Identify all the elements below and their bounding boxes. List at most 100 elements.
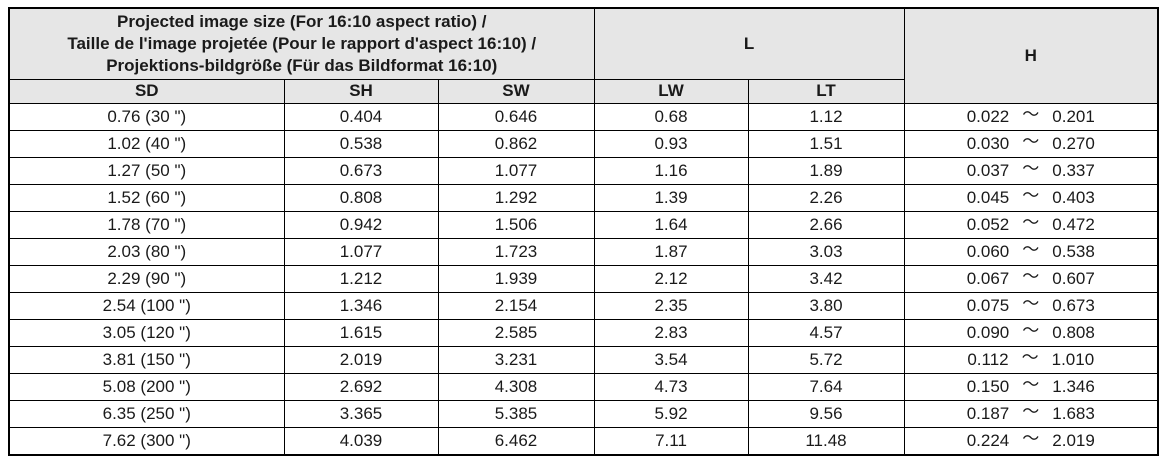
h-max-value: 0.673 [1052, 295, 1095, 315]
h-min-value: 0.037 [966, 160, 1010, 180]
cell-sh: 2.019 [283, 345, 439, 374]
h-range: 0.067 ～ 0.607 [966, 266, 1095, 291]
cell-sh: 3.365 [283, 399, 439, 428]
cell-lw: 3.54 [593, 345, 749, 374]
cell-lt: 1.12 [747, 102, 905, 131]
table-header: Projected image size (For 16:10 aspect r… [8, 7, 1159, 104]
cell-lw: 0.93 [593, 129, 749, 158]
cell-sd: 1.52 (60 ") [8, 183, 285, 212]
tilde-symbol: ～ [1022, 428, 1040, 448]
cell-lt: 7.64 [747, 372, 905, 401]
group-header-row: Projected image size (For 16:10 aspect r… [8, 7, 1159, 104]
cell-sd: 1.02 (40 ") [8, 129, 285, 158]
table-row: 1.02 (40 ") 0.538 0.862 0.93 1.51 0.030 … [8, 129, 1159, 158]
cell-sw: 6.462 [437, 426, 595, 455]
table-row: 5.08 (200 ") 2.692 4.308 4.73 7.64 0.150… [8, 372, 1159, 401]
tilde-symbol: ～ [1022, 212, 1040, 232]
header-line-english: Projected image size (For 16:10 aspect r… [117, 11, 487, 31]
h-max-value: 0.538 [1052, 241, 1095, 261]
cell-sd: 1.27 (50 ") [8, 156, 285, 185]
cell-sd: 2.29 (90 ") [8, 264, 285, 293]
h-min-value: 0.067 [966, 268, 1010, 288]
cell-sh: 1.077 [283, 237, 439, 266]
cell-sh: 1.212 [283, 264, 439, 293]
cell-h-range: 0.187 ～ 1.683 [903, 399, 1159, 428]
cell-sw: 0.862 [437, 129, 595, 158]
cell-h-range: 0.060 ～ 0.538 [903, 237, 1159, 266]
tilde-symbol: ～ [1021, 347, 1039, 367]
h-max-value: 0.472 [1052, 214, 1095, 234]
table-row: 3.81 (150 ") 2.019 3.231 3.54 5.72 0.112… [8, 345, 1159, 374]
manual-page: Projected image size (For 16:10 aspect r… [0, 7, 1166, 473]
h-range: 0.187 ～ 1.683 [966, 401, 1095, 426]
cell-lt: 4.57 [747, 318, 905, 347]
h-max-value: 0.270 [1052, 133, 1095, 153]
cell-lt: 2.66 [747, 210, 905, 239]
cell-lw: 1.64 [593, 210, 749, 239]
h-min-value: 0.052 [966, 214, 1010, 234]
cell-sh: 0.538 [283, 129, 439, 158]
cell-sw: 2.585 [437, 318, 595, 347]
cell-lt: 1.51 [747, 129, 905, 158]
cell-sw: 3.231 [437, 345, 595, 374]
projected-image-size-header: Projected image size (For 16:10 aspect r… [8, 7, 595, 80]
h-min-value: 0.224 [966, 430, 1010, 450]
cell-lw: 1.16 [593, 156, 749, 185]
table-row: 1.27 (50 ") 0.673 1.077 1.16 1.89 0.037 … [8, 156, 1159, 185]
h-range: 0.224 ～ 2.019 [967, 428, 1095, 454]
tilde-symbol: ～ [1022, 239, 1040, 259]
cell-h-range: 0.022 ～ 0.201 [903, 102, 1159, 131]
h-min-value: 0.187 [966, 403, 1010, 423]
cell-lw: 4.73 [593, 372, 749, 401]
cell-lw: 5.92 [593, 399, 749, 428]
h-max-value: 1.346 [1052, 376, 1095, 396]
h-range: 0.112 ～ 1.010 [967, 347, 1094, 372]
l-group-header: L [593, 7, 905, 80]
cell-sw: 2.154 [437, 291, 595, 320]
table-row: 2.54 (100 ") 1.346 2.154 2.35 3.80 0.075… [8, 291, 1159, 320]
h-max-value: 0.607 [1052, 268, 1095, 288]
table-row: 1.52 (60 ") 0.808 1.292 1.39 2.26 0.045 … [8, 183, 1159, 212]
cell-sw: 4.308 [437, 372, 595, 401]
cell-sh: 2.692 [283, 372, 439, 401]
cell-lw: 2.83 [593, 318, 749, 347]
cell-sd: 0.76 (30 ") [8, 102, 285, 131]
h-max-value: 0.808 [1052, 322, 1095, 342]
h-min-value: 0.030 [966, 133, 1010, 153]
lt-column-header: LT [747, 78, 905, 104]
h-min-value: 0.045 [966, 187, 1010, 207]
h-min-value: 0.075 [966, 295, 1010, 315]
tilde-symbol: ～ [1022, 131, 1040, 151]
cell-sh: 0.942 [283, 210, 439, 239]
cell-sh: 0.673 [283, 156, 439, 185]
cell-sw: 1.939 [437, 264, 595, 293]
h-range: 0.150 ～ 1.346 [966, 374, 1095, 399]
cell-h-range: 0.075 ～ 0.673 [903, 291, 1159, 320]
table-row: 1.78 (70 ") 0.942 1.506 1.64 2.66 0.052 … [8, 210, 1159, 239]
cell-sd: 6.35 (250 ") [8, 399, 285, 428]
cell-h-range: 0.045 ～ 0.403 [903, 183, 1159, 212]
cell-sh: 4.039 [283, 426, 439, 455]
cell-sw: 1.077 [437, 156, 595, 185]
table-row: 3.05 (120 ") 1.615 2.585 2.83 4.57 0.090… [8, 318, 1159, 347]
h-max-value: 0.201 [1052, 106, 1095, 126]
h-max-value: 2.019 [1052, 430, 1095, 450]
h-range: 0.045 ～ 0.403 [966, 185, 1095, 210]
tilde-symbol: ～ [1022, 320, 1040, 340]
cell-lw: 1.87 [593, 237, 749, 266]
cell-sd: 7.62 (300 ") [8, 426, 285, 455]
cell-lt: 3.03 [747, 237, 905, 266]
cell-lt: 3.42 [747, 264, 905, 293]
h-max-value: 0.403 [1052, 187, 1095, 207]
table-body: 0.76 (30 ") 0.404 0.646 0.68 1.12 0.022 … [8, 102, 1159, 455]
cell-sd: 5.08 (200 ") [8, 372, 285, 401]
cell-lw: 7.11 [593, 426, 749, 455]
h-min-value: 0.150 [966, 376, 1010, 396]
sd-column-header: SD [8, 78, 285, 104]
header-line-german: Projektions-bildgröße (Für das Bildforma… [106, 55, 498, 75]
cell-sh: 0.808 [283, 183, 439, 212]
h-group-header: H [903, 7, 1159, 104]
cell-h-range: 0.067 ～ 0.607 [903, 264, 1159, 293]
table-row: 2.29 (90 ") 1.212 1.939 2.12 3.42 0.067 … [8, 264, 1159, 293]
cell-h-range: 0.037 ～ 0.337 [903, 156, 1159, 185]
